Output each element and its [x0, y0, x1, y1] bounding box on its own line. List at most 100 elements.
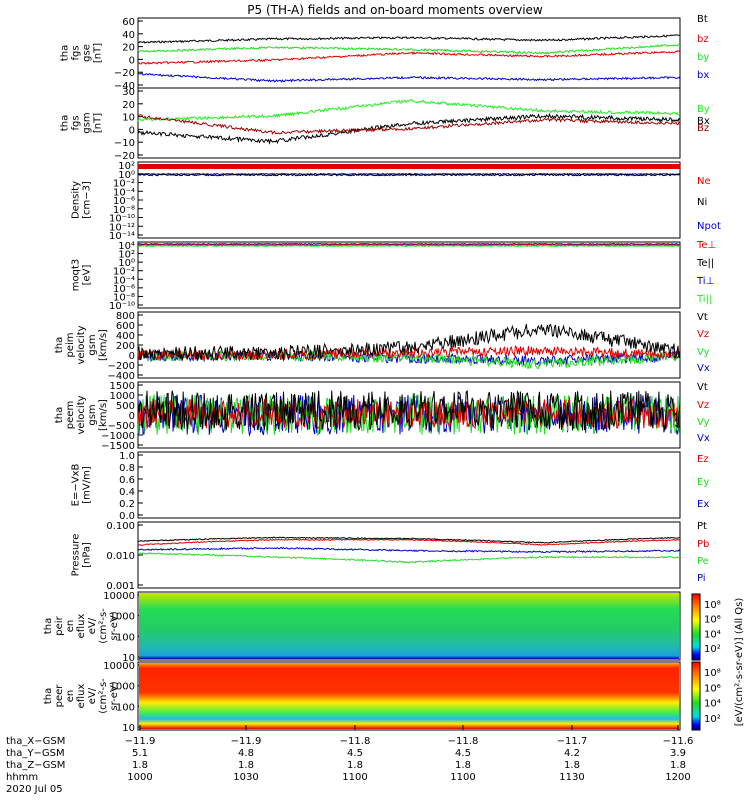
y-axis-label-line: fgs [71, 115, 82, 130]
x-row-value: 1130 [559, 772, 584, 783]
y-tick-label: 100 [116, 632, 135, 643]
x-row-value: −11.7 [557, 736, 588, 747]
y-tick-label: 0 [129, 411, 135, 422]
y-axis-label-line: E=−VxB [71, 464, 82, 507]
bx-gsm-series-line [137, 112, 681, 145]
y-tick-label: 100 [116, 702, 135, 713]
y-tick-label: 400 [116, 331, 135, 342]
y-tick-label: 10⁻¹⁰ [109, 301, 135, 312]
y-axis-label-line: eV/ [87, 617, 98, 634]
vy-peem-series-line [137, 393, 681, 436]
x-row-value: 1.8 [670, 760, 686, 771]
y-tick-label: 20 [122, 100, 135, 111]
y-axis-label: tha peir en eflux eV/(cm²-s-sr-eV) [43, 608, 120, 644]
electron-colorbar: 10⁸ 10⁶ 10⁴ 10² [691, 661, 721, 731]
bt-series-line [137, 34, 681, 44]
y-tick-label: 30 [122, 87, 135, 98]
y-tick-label: 10⁻¹² [109, 222, 135, 233]
y-tick-label: −500 [108, 421, 135, 432]
legend-vt-label: Vt [697, 382, 708, 393]
y-tick-label: 1000 [110, 391, 135, 402]
y-axis-label: tha peim velocity gsm [km/s] [54, 325, 109, 364]
colorbars-group: 10⁸ 10⁶ 10⁴ 10² 10⁸ 10⁶ 10⁴ 10² [eV/(cm²-s-sr-eV… [691, 593, 745, 731]
y-tick-label: −1000 [101, 431, 135, 442]
y-axis-label-line: tha [54, 407, 65, 423]
y-axis-label-line: [mV/m] [82, 466, 93, 504]
te-perp-series-line [137, 243, 681, 246]
legend-vy-label: Vy [697, 417, 710, 428]
y-axis-label-line: [km/s] [98, 399, 109, 431]
x-row-value: 1200 [665, 772, 690, 783]
legend-npot-label: Npot [697, 221, 721, 232]
y-tick-label: 0 [129, 351, 135, 362]
x-row-value: 1.8 [455, 760, 471, 771]
x-row-value: 4.2 [564, 748, 580, 759]
x-row-value: 1.8 [564, 760, 580, 771]
x-row-value: 1100 [342, 772, 367, 783]
ni-series-line [137, 173, 681, 177]
y-axis-label-line: (cm²-s- [98, 678, 109, 714]
legend-ni-label: Ni [697, 197, 707, 208]
bz-series-line [137, 50, 681, 65]
legend-ne-label: Ne [697, 176, 711, 187]
legend-bz-label: Bz [697, 123, 709, 134]
bx-series-line [137, 72, 681, 83]
x-row-value: 1.8 [132, 760, 148, 771]
legend-pb-label: Pb [697, 539, 709, 550]
legend-ti-label: Ti|| [696, 294, 712, 305]
y-axis-label-line: peer [54, 684, 65, 708]
y-tick-label: 40 [122, 30, 135, 41]
panel-frame [137, 451, 681, 519]
legend-pe-label: Pe [697, 556, 709, 567]
y-tick-label: 10² [118, 161, 135, 172]
y-tick-label: 10⁻⁶ [113, 284, 135, 295]
colorbar-tick-label: 10⁶ [704, 615, 721, 626]
y-axis-label-line: moqt3 [71, 259, 82, 292]
x-row-label: tha_Y−GSM [6, 748, 65, 759]
electron-spectrogram [139, 663, 679, 729]
npot-series-line [137, 172, 681, 176]
legend-te-label: Te⊥ [696, 240, 716, 251]
y-tick-label: 10⁰ [118, 258, 135, 269]
panel-frame [137, 661, 681, 731]
y-axis-label-line: [nT] [93, 43, 104, 63]
y-tick-label: 600 [116, 321, 135, 332]
y-tick-label: 10⁻¹⁰ [109, 214, 135, 225]
ion-spectrogram [139, 593, 679, 659]
x-row-label: tha_X−GSM [6, 736, 65, 747]
y-tick-label: −400 [108, 371, 135, 382]
legend-pt-label: Pt [697, 521, 707, 532]
colorbar-tick-label: 10² [704, 714, 721, 725]
x-row-value: 1000 [127, 772, 152, 783]
y-axis-label-line: peir [54, 615, 65, 635]
y-tick-label: 1000 [110, 612, 135, 623]
y-axis-label-line: [eV] [82, 265, 93, 286]
y-axis-label-line: en [65, 620, 76, 633]
legend-by-label: By [697, 104, 710, 115]
y-axis-label-line: [km/s] [98, 329, 109, 361]
y-tick-label: 10⁻² [113, 179, 135, 190]
legend-bx-label: Bx [697, 116, 710, 127]
y-tick-label: 10⁴ [118, 241, 135, 252]
x-row-value: 1100 [450, 772, 475, 783]
legend-pi-label: Pi [697, 573, 706, 584]
y-axis-label-line: fgs [71, 45, 82, 60]
y-tick-label: 10⁻⁴ [113, 187, 135, 198]
y-axis-label-line: tha [60, 45, 71, 61]
y-axis-label: moqt3 [eV] [71, 259, 93, 292]
y-tick-label: 20 [122, 43, 135, 54]
y-tick-label: 0.6 [119, 475, 135, 486]
y-axis-label-line: tha [60, 115, 71, 131]
y-axis-label-line: [cm−3] [82, 181, 93, 219]
colorbar-tick-label: 10² [704, 644, 721, 655]
colorbar-gradient [691, 661, 701, 731]
x-row-value: 1.8 [238, 760, 254, 771]
legend-ti-label: Ti⊥ [696, 276, 714, 287]
x-row-value: 5.1 [132, 748, 148, 759]
x-row-label: tha_Z−GSM [6, 760, 65, 771]
panel-8: 0.100 0.010 0.001 Pressure [nPa] Pt Pb Pe Pi [71, 521, 710, 592]
plot-title: P5 (TH-A) fields and on-board moments ov… [247, 3, 543, 17]
